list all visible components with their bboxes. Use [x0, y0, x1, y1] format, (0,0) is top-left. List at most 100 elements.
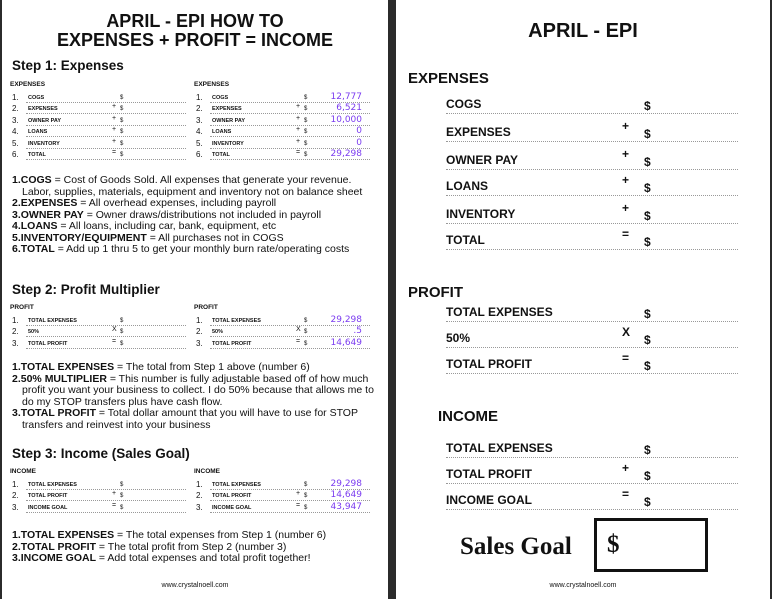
- row-label: TOTAL: [446, 233, 485, 247]
- worksheet-row[interactable]: EXPENSES + $: [446, 119, 738, 142]
- expenses-form-filled: EXPENSES 1. COGS $ 12,777 2. EXPENSES + …: [194, 81, 370, 160]
- dollar-sign: $: [304, 329, 308, 335]
- row-label: LOANS: [28, 129, 48, 135]
- form-row: 3. TOTAL PROFIT = $: [12, 337, 186, 349]
- footer-url: www.crystalnoell.com: [161, 582, 229, 589]
- note-text: = This number is fully adjustable based …: [22, 372, 374, 408]
- sales-goal-value: $: [607, 531, 620, 558]
- worksheet-row[interactable]: TOTAL PROFIT = $: [446, 351, 738, 374]
- note-term: 3.OWNER PAY: [12, 208, 84, 221]
- income-heading: INCOME: [438, 408, 498, 425]
- dollar-sign: $: [304, 140, 308, 147]
- row-number: 6.: [12, 150, 19, 159]
- handwritten-value[interactable]: 29,298: [330, 478, 363, 489]
- row-number: 3.: [196, 502, 203, 512]
- dollar-sign: $: [304, 493, 308, 499]
- row-label: INVENTORY: [28, 140, 60, 147]
- operator: X: [622, 325, 631, 339]
- dollar-sign: $: [644, 181, 651, 195]
- worksheet-row[interactable]: 50% X $: [446, 325, 738, 348]
- operator: =: [622, 227, 630, 241]
- handwritten-value[interactable]: 0: [356, 126, 362, 136]
- row-number: 1.: [196, 92, 203, 102]
- form-row: 2. EXPENSES + $ 6,521: [196, 103, 370, 114]
- note-term: 2.TOTAL PROFIT: [12, 540, 97, 553]
- note-term: 3.INCOME GOAL: [12, 552, 97, 564]
- operator: +: [622, 461, 630, 475]
- row-number: 1.: [196, 315, 203, 325]
- handwritten-value[interactable]: 6,521: [336, 103, 362, 113]
- row-label: COGS: [212, 94, 229, 101]
- row-label: TOTAL EXPENSES: [446, 441, 553, 455]
- note-text: = All overhead expenses, including payro…: [77, 197, 277, 209]
- handwritten-value[interactable]: .5: [353, 326, 362, 336]
- form-row: 1. TOTAL EXPENSES $: [12, 478, 186, 490]
- row-number: 2.: [196, 327, 203, 336]
- row-number: 2.: [12, 491, 19, 500]
- worksheet-row[interactable]: TOTAL = $: [446, 227, 738, 250]
- row-number: 4.: [196, 127, 203, 136]
- note-text: = The total profit from Step 2 (number 3…: [96, 540, 287, 553]
- dollar-sign: $: [120, 340, 124, 347]
- worksheet-row[interactable]: INVENTORY + $: [446, 201, 738, 224]
- handwritten-value[interactable]: 12,777: [330, 91, 363, 102]
- operator: =: [296, 501, 301, 509]
- form-row: 2. TOTAL PROFIT + $ 14,649: [196, 490, 370, 501]
- dollar-sign: $: [120, 504, 124, 511]
- worksheet-row[interactable]: COGS $: [446, 96, 738, 114]
- operator: +: [112, 103, 117, 110]
- worksheet-row[interactable]: TOTAL PROFIT + $: [446, 461, 738, 484]
- operator: =: [622, 351, 630, 365]
- row-label: OWNER PAY: [446, 153, 519, 167]
- form-header: PROFIT: [194, 304, 218, 311]
- left-page: APRIL - EPI HOW TO EXPENSES + PROFIT = I…: [2, 0, 388, 599]
- row-label: EXPENSES: [212, 106, 242, 112]
- form-row: 1. TOTAL EXPENSES $ 29,298: [196, 314, 370, 326]
- note-term: 2.50% MULTIPLIER: [12, 372, 107, 385]
- row-number: 3.: [196, 338, 203, 348]
- form-row: 1. COGS $ 12,777: [196, 91, 370, 103]
- row-label: TOTAL: [28, 152, 46, 158]
- note-text: = Cost of Goods Sold. All expenses that …: [22, 174, 363, 198]
- sales-goal-box[interactable]: $: [594, 518, 708, 572]
- handwritten-value[interactable]: 29,298: [330, 149, 363, 159]
- worksheet-row[interactable]: TOTAL EXPENSES $: [446, 304, 738, 322]
- worksheet-row[interactable]: TOTAL EXPENSES $: [446, 440, 738, 458]
- note-term: 3.TOTAL PROFIT: [12, 407, 97, 419]
- row-label: TOTAL EXPENSES: [446, 305, 553, 319]
- form-row: 6. TOTAL = $: [12, 149, 186, 160]
- note-text: = The total from Step 1 above (number 6): [114, 361, 310, 373]
- note-item: 1.TOTAL EXPENSES = The total from Step 1…: [12, 361, 382, 374]
- worksheet-row[interactable]: LOANS + $: [446, 173, 738, 196]
- row-label: INCOME GOAL: [446, 493, 532, 507]
- row-number: 5.: [196, 138, 203, 148]
- handwritten-value[interactable]: 43,947: [330, 501, 363, 512]
- note-item: 2.EXPENSES = All overhead expenses, incl…: [12, 197, 382, 210]
- handwritten-value[interactable]: 29,298: [330, 314, 363, 325]
- worksheet-row[interactable]: INCOME GOAL = $: [446, 487, 738, 510]
- dollar-sign: $: [304, 504, 308, 511]
- note-item: 1.COGS = Cost of Goods Sold. All expense…: [12, 174, 382, 198]
- form-header: EXPENSES: [194, 81, 230, 88]
- row-label: INCOME GOAL: [212, 504, 252, 511]
- form-row: 2. EXPENSES + $: [12, 103, 186, 114]
- handwritten-value[interactable]: 14,649: [330, 337, 363, 348]
- note-term: 2.EXPENSES: [12, 197, 78, 209]
- row-label: LOANS: [212, 129, 232, 135]
- dollar-sign: $: [644, 469, 651, 483]
- dollar-sign: $: [644, 333, 651, 347]
- dollar-sign: $: [120, 493, 124, 499]
- handwritten-value[interactable]: 14,649: [330, 490, 363, 500]
- profit-notes: 1.TOTAL EXPENSES = The total from Step 1…: [12, 361, 382, 431]
- worksheet-row[interactable]: OWNER PAY + $: [446, 147, 738, 170]
- dollar-sign: $: [644, 235, 651, 249]
- handwritten-value[interactable]: 10,000: [330, 114, 363, 125]
- handwritten-value[interactable]: 0: [356, 137, 362, 148]
- operator: =: [112, 337, 117, 345]
- note-item: 1.TOTAL EXPENSES = The total expenses fr…: [12, 529, 382, 542]
- row-label: EXPENSES: [28, 106, 58, 112]
- income-form-filled: INCOME 1. TOTAL EXPENSES $ 29,298 2. TOT…: [194, 468, 370, 513]
- operator: +: [622, 119, 630, 133]
- expenses-form-blank: EXPENSES 1. COGS $ 2. EXPENSES + $ 3. OW…: [10, 81, 186, 160]
- right-page: APRIL - EPI EXPENSES COGS $ EXPENSES + $…: [396, 0, 770, 599]
